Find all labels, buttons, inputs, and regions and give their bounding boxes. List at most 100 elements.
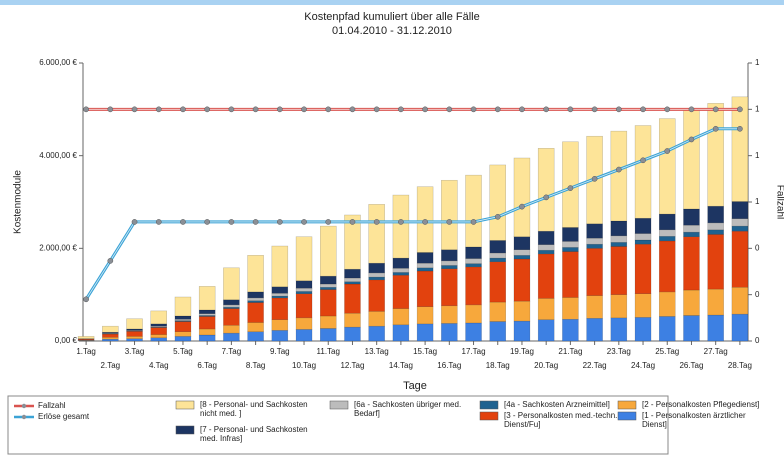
- y-tick-label: 0,00 €: [55, 336, 78, 345]
- bar-segment: [247, 297, 264, 301]
- bar-segment: [707, 234, 724, 290]
- bar-segment: [659, 316, 676, 342]
- bar-segment: [416, 267, 434, 272]
- bar-segment: [610, 294, 628, 319]
- bar-segment: [198, 313, 216, 316]
- bar-segment: [562, 251, 579, 298]
- line-marker: [494, 106, 501, 113]
- bar-segment: [368, 272, 385, 278]
- bar-segment: [513, 320, 531, 342]
- x-tick-label: 16.Tag: [437, 361, 461, 370]
- line-marker: [228, 219, 235, 225]
- bar-segment: [247, 291, 264, 299]
- bar-segment: [174, 321, 192, 332]
- line-marker: [664, 148, 671, 154]
- x-tick-label: 28.Tag: [728, 361, 752, 370]
- line-marker: [688, 106, 695, 113]
- x-tick-label: 13.Tag: [365, 347, 389, 356]
- bar-segment: [513, 249, 531, 256]
- bar-segment: [247, 300, 264, 303]
- bar-segment: [731, 218, 749, 227]
- bar-segment: [465, 258, 482, 264]
- chart-title: Kostenpfad kumuliert über alle Fälle: [304, 11, 479, 23]
- line-marker: [615, 106, 622, 113]
- bar-segment: [198, 286, 216, 311]
- bar-segment: [416, 270, 434, 307]
- bar-segment: [659, 213, 676, 231]
- line-marker: [737, 106, 743, 113]
- bar-segment: [441, 268, 458, 307]
- line-marker: [301, 106, 307, 113]
- x-tick-label: 17.Tag: [462, 347, 486, 356]
- legend-marker: [21, 414, 27, 420]
- bar-segment: [392, 194, 410, 259]
- bar-segment: [320, 315, 337, 329]
- bar-segment: [489, 257, 506, 263]
- bar-segment: [489, 240, 506, 254]
- bar-segment: [707, 103, 724, 207]
- bar-segment: [320, 289, 337, 317]
- bar-segment: [271, 319, 289, 331]
- line-marker: [276, 219, 283, 225]
- bar-segment: [513, 157, 531, 238]
- line-highlight: [85, 128, 740, 300]
- y-tick-label: 2.000,00 €: [39, 243, 77, 252]
- line-marker: [519, 106, 525, 113]
- bar-segment: [586, 318, 603, 342]
- legend-label: [4a - Sachkosten Arzneimittel]: [504, 400, 610, 409]
- bar-segment: [659, 291, 676, 317]
- bar-segment: [634, 233, 652, 241]
- x-tick-label: 15.Tag: [413, 347, 437, 356]
- bar-segment: [392, 274, 410, 309]
- bar-segment: [610, 317, 628, 342]
- bar-segment: [416, 252, 434, 264]
- bar-segment: [223, 299, 240, 306]
- bar-segment: [223, 267, 240, 301]
- line-marker: [470, 219, 477, 225]
- x-tick-label: 25.Tag: [655, 347, 679, 356]
- line-marker: [494, 213, 501, 220]
- bar-segment: [320, 225, 337, 277]
- bar-segment: [465, 322, 482, 342]
- line-marker: [712, 106, 719, 113]
- line-marker: [180, 106, 186, 113]
- bar-segment: [562, 241, 579, 248]
- bar-segment: [562, 297, 579, 320]
- bar-segment: [247, 331, 264, 342]
- bar-segment: [271, 295, 289, 299]
- line-marker: [325, 219, 332, 225]
- bar-segment: [465, 304, 482, 324]
- line-marker: [567, 106, 574, 113]
- bar-segment: [683, 224, 700, 233]
- bar-segment: [392, 308, 410, 326]
- line-marker: [519, 203, 525, 210]
- bar-segment: [368, 204, 385, 264]
- x-tick-label: 11.Tag: [317, 347, 340, 356]
- bar-segment: [344, 283, 361, 314]
- bar-segment: [126, 338, 143, 342]
- y2-tick-label: 1: [755, 104, 760, 113]
- bar-segment: [295, 293, 313, 319]
- bar-segment: [537, 298, 555, 320]
- bar-segment: [344, 277, 361, 282]
- y-tick-label: 6.000,00 €: [39, 58, 77, 67]
- bar-segment: [295, 291, 313, 294]
- bar-segment: [659, 240, 676, 293]
- bar-segment: [295, 280, 313, 289]
- bar-segment: [707, 222, 724, 231]
- bar-segment: [537, 230, 555, 245]
- bar-segment: [465, 263, 482, 268]
- y2-tick-label: 0: [755, 336, 760, 345]
- legend-swatch: [479, 400, 499, 410]
- bar-segment: [392, 257, 410, 269]
- line-marker: [252, 219, 259, 225]
- line-marker: [543, 194, 550, 201]
- bar-segment: [344, 214, 361, 270]
- x-tick-label: 27.Tag: [704, 347, 728, 356]
- bar-segment: [174, 331, 192, 337]
- x-tick-label: 10.Tag: [292, 361, 316, 370]
- x-tick-label: 8.Tag: [246, 361, 266, 370]
- bar-segment: [610, 246, 628, 295]
- bar-segment: [102, 338, 119, 342]
- x-tick-label: 26.Tag: [679, 361, 703, 370]
